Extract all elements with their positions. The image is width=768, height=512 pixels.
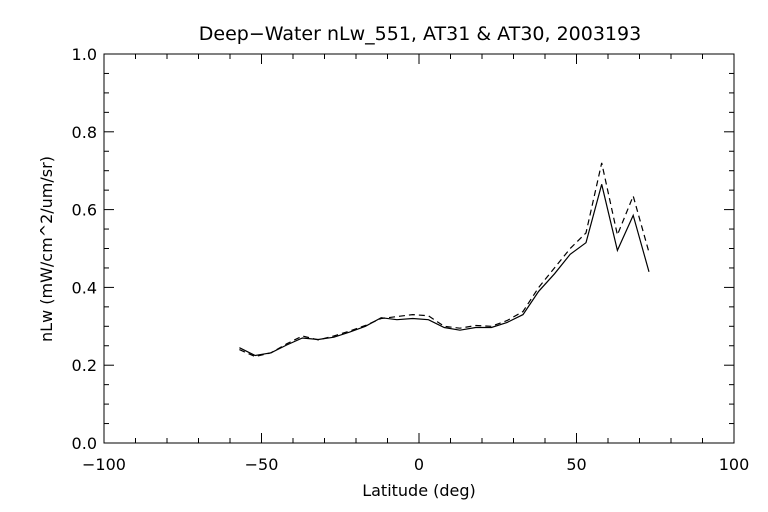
x-tick-label: 50 [566, 455, 586, 474]
x-tick-label: −100 [82, 455, 126, 474]
y-tick-label: 0.4 [72, 278, 97, 297]
x-tick-label: 0 [414, 455, 424, 474]
x-tick-label: 100 [719, 455, 750, 474]
plot-frame [103, 53, 735, 444]
chart-title: Deep−Water nLw_551, AT31 & AT30, 2003193 [199, 23, 641, 45]
y-tick-label: 0.6 [72, 201, 97, 220]
y-axis-label: nLw (mW/cm^2/um/sr) [37, 156, 56, 342]
y-tick-label: 0.0 [72, 434, 97, 453]
series-line-solid [239, 184, 650, 357]
y-tick-label: 0.2 [72, 356, 97, 375]
x-tick-label: −50 [245, 455, 279, 474]
x-axis-label: Latitude (deg) [362, 481, 476, 500]
y-tick-label: 1.0 [72, 45, 97, 64]
y-tick-label: 0.8 [72, 123, 97, 142]
series-line-dashed [239, 162, 650, 358]
